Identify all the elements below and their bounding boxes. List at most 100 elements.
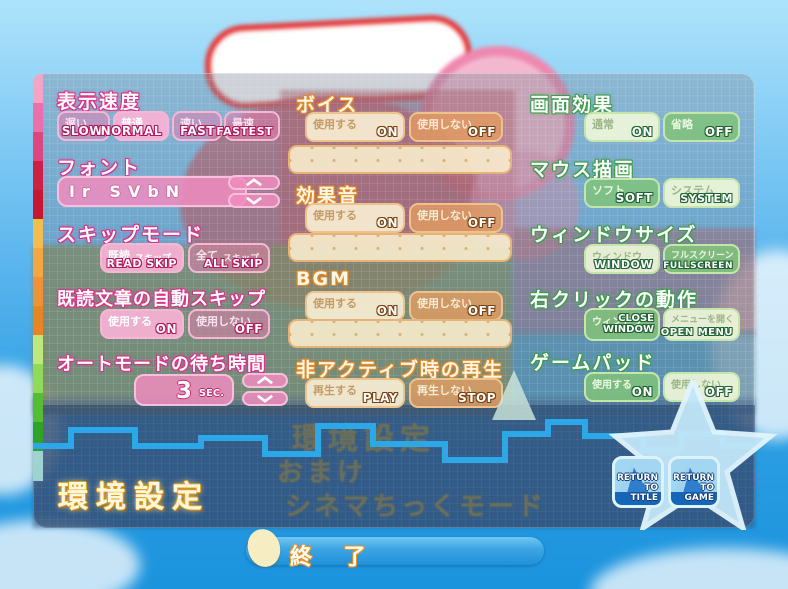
font-down-button[interactable] (228, 193, 280, 208)
sfx-volume-bar[interactable] (288, 233, 512, 262)
return-title-line2: TO (644, 483, 658, 493)
gamepad-off-label-en: OFF (704, 385, 733, 399)
return-to-game-label: RETURN TO GAME (673, 473, 714, 503)
rainbow-strip-segment (33, 422, 43, 451)
mouse-soft-label-jp: ソフト (592, 184, 625, 197)
return-to-title-button[interactable]: RETURN TO TITLE (612, 456, 664, 508)
inactive-stop-label-en: STOP (458, 391, 496, 405)
bgm-off-label-jp: 使用しない (417, 297, 472, 310)
sfx-on-button[interactable]: 使用する ON (305, 203, 405, 233)
autoskip-off-label-en: OFF (234, 322, 263, 336)
window-size-window-button[interactable]: ウィンドウ WINDOW (584, 244, 660, 274)
speed-slow-label-jp: 遅い (65, 117, 87, 130)
screen-effect-on-button[interactable]: 通常 ON (584, 112, 660, 142)
cloud-bottom-left (0, 520, 140, 589)
window-size-fullscreen-label-en: FULLSCREEN (663, 261, 733, 271)
font-name-value: Ir SVbN (69, 182, 187, 201)
bgm-off-button[interactable]: 使用しない OFF (409, 291, 503, 321)
mouse-system-button[interactable]: システム SYSTEM (663, 178, 740, 208)
voice-off-button[interactable]: 使用しない OFF (409, 112, 503, 142)
inactive-stop-button[interactable]: 再生しない STOP (409, 378, 503, 408)
exit-label: 終 了 (290, 545, 378, 570)
return-to-game-button[interactable]: RETURN TO GAME (668, 456, 720, 508)
automode-down-button[interactable] (242, 391, 288, 406)
mouse-soft-button[interactable]: ソフト SOFT (584, 178, 660, 208)
speed-fast-button[interactable]: 速い FAST (172, 111, 222, 141)
return-button-bar (671, 492, 717, 505)
return-title-line3: TITLE (630, 493, 658, 503)
speed-slow-label-en: SLOW (61, 124, 103, 138)
speed-fastest-button[interactable]: 最速 FASTEST (216, 111, 280, 141)
sfx-off-label-jp: 使用しない (417, 209, 472, 222)
rainbow-strip-segment (33, 364, 43, 393)
font-up-button[interactable] (228, 175, 280, 190)
skip-read-label-jp: 既読 (108, 249, 130, 262)
window-size-window-label-jp: ウィンドウ (592, 252, 642, 263)
return-game-line2: TO (700, 483, 714, 493)
speed-slow-button[interactable]: 遅い SLOW (57, 111, 110, 141)
bgm-on-label-en: ON (376, 304, 398, 318)
ghost-menu-item: おまけ (277, 458, 368, 488)
right-click-open-menu-button[interactable]: メニューを開く OPEN MENU (661, 308, 740, 341)
skip-all-button[interactable]: 全て スキップ ALL SKIP (188, 243, 270, 273)
section-title-automode-wait: オートモードの待ち時間 (57, 354, 266, 375)
screen-effect-off-label-en: OFF (704, 125, 733, 139)
right-click-close-label-jp: ウィンドウ (592, 317, 642, 328)
window-size-fullscreen-button[interactable]: フルスクリーン FULLSCREEN (663, 244, 740, 274)
right-click-open-label-jp: メニューを開く (671, 315, 735, 325)
window-size-fullscreen-label-jp: フルスクリーン (671, 251, 734, 261)
section-title-auto-skip: 既読文章の自動スキップ (57, 289, 266, 310)
window-size-window-label-en: WINDOW (593, 258, 653, 271)
gamepad-on-button[interactable]: 使用する ON (584, 372, 660, 402)
rainbow-strip-segment (33, 277, 43, 306)
voice-volume-bar[interactable] (288, 145, 512, 174)
font-name-field[interactable]: Ir SVbN (57, 176, 247, 207)
rainbow-strip-segment (33, 103, 43, 132)
gamepad-on-label-jp: 使用する (592, 380, 632, 391)
chevron-up-icon (245, 178, 263, 187)
sfx-off-button[interactable]: 使用しない OFF (409, 203, 503, 233)
rainbow-strip-segment (33, 74, 43, 103)
mouse-system-label-jp: システム (671, 184, 715, 197)
skip-all-label-en: ALL SKIP (204, 257, 263, 270)
return-game-line3: GAME (684, 493, 714, 503)
section-title-window-size: ウィンドウサイズ (530, 224, 698, 246)
automode-up-button[interactable] (242, 373, 288, 388)
rainbow-strip-segment (33, 248, 43, 277)
inactive-play-label-en: PLAY (362, 391, 398, 405)
speed-fast-label-en: FAST (180, 124, 215, 138)
section-title-skip-mode: スキップモード (57, 224, 205, 246)
chevron-up-icon (256, 376, 274, 385)
skip-read-button[interactable]: 既読 スキップ READ SKIP (100, 243, 184, 273)
autoskip-off-button[interactable]: 使用しない OFF (188, 309, 270, 339)
voice-on-label-en: ON (376, 125, 398, 139)
screen-effect-off-button[interactable]: 省略 OFF (663, 112, 740, 142)
return-button-bar (615, 492, 661, 505)
bgm-on-label-jp: 使用する (313, 297, 357, 310)
speed-normal-label-jp: 普通 (121, 117, 143, 130)
return-to-title-label: RETURN TO TITLE (617, 473, 658, 503)
rainbow-strip-segment (33, 306, 43, 335)
star-point-decoration (492, 370, 536, 420)
right-click-close-en-line2: WINDOW (603, 324, 654, 335)
voice-off-label-en: OFF (467, 125, 496, 139)
exit-button[interactable] (246, 537, 544, 565)
bgm-volume-bar[interactable] (288, 319, 512, 348)
screen-effect-on-label-jp: 通常 (592, 118, 614, 131)
mouse-soft-label-en: SOFT (615, 191, 653, 205)
inactive-stop-label-jp: 再生しない (417, 384, 472, 397)
right-click-close-window-button[interactable]: ウィンドウ CLOSE WINDOW (584, 308, 660, 341)
rainbow-strip-segment (33, 190, 43, 219)
skip-read-label-jp-small: スキップ (135, 254, 172, 264)
section-title-sfx: 効果音 (296, 185, 360, 207)
speed-normal-button[interactable]: 普通 NORMAL (101, 111, 169, 141)
chevron-down-icon (245, 196, 263, 205)
speed-normal-label-en: NORMAL (100, 124, 162, 138)
sfx-off-label-en: OFF (467, 216, 496, 230)
bgm-on-button[interactable]: 使用する ON (305, 291, 405, 321)
autoskip-on-button[interactable]: 使用する ON (100, 309, 184, 339)
voice-on-button[interactable]: 使用する ON (305, 112, 405, 142)
inactive-play-button[interactable]: 再生する PLAY (305, 378, 405, 408)
rainbow-strip-segment (33, 335, 43, 364)
